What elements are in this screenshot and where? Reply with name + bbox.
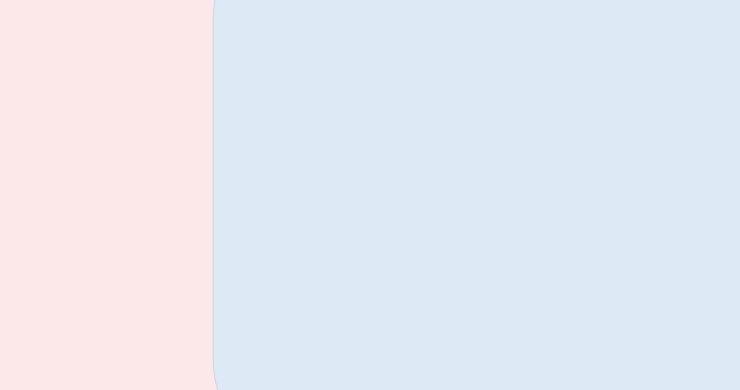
Text: 90.2%: 90.2%	[294, 223, 329, 233]
Text: 74.8%: 74.8%	[295, 188, 329, 198]
Bar	[439, 254, 590, 271]
Text: 53.1%: 53.1%	[589, 292, 622, 302]
Bar	[439, 81, 444, 98]
Bar	[439, 184, 483, 202]
Bar	[439, 289, 585, 306]
Text: 36.5%: 36.5%	[544, 119, 576, 129]
Text: 81.9%: 81.9%	[315, 119, 348, 129]
Bar	[85, 184, 292, 202]
Text: 16.2%: 16.2%	[488, 188, 521, 198]
Bar	[85, 289, 277, 306]
Text: 69.5%: 69.5%	[280, 292, 314, 302]
Bar	[439, 323, 605, 340]
Bar	[85, 150, 269, 167]
Text: 1.9%: 1.9%	[448, 84, 474, 94]
Text: 77.5%: 77.5%	[303, 258, 336, 268]
Text: 66.7%: 66.7%	[273, 154, 306, 163]
Text: 72.3%: 72.3%	[289, 84, 322, 94]
Text: 平成22年度 全75事業における収支率 54.4%: 平成22年度 全75事業における収支率 54.4%	[439, 45, 653, 59]
Bar	[439, 115, 539, 133]
Text: 平成22年度 全75事業における入場率 72.0%: 平成22年度 全75事業における入場率 72.0%	[85, 45, 299, 59]
Bar	[439, 150, 522, 167]
Text: 90.5%: 90.5%	[648, 223, 684, 233]
Bar	[85, 115, 311, 133]
Text: 30.3%: 30.3%	[526, 154, 559, 163]
Bar	[85, 219, 334, 237]
Text: 60.1%: 60.1%	[608, 327, 642, 337]
Bar	[439, 219, 688, 237]
Bar	[85, 254, 299, 271]
Text: 54.7%: 54.7%	[593, 258, 627, 268]
Text: 70.1%: 70.1%	[283, 327, 315, 337]
Bar	[85, 323, 278, 340]
Bar	[85, 81, 284, 98]
